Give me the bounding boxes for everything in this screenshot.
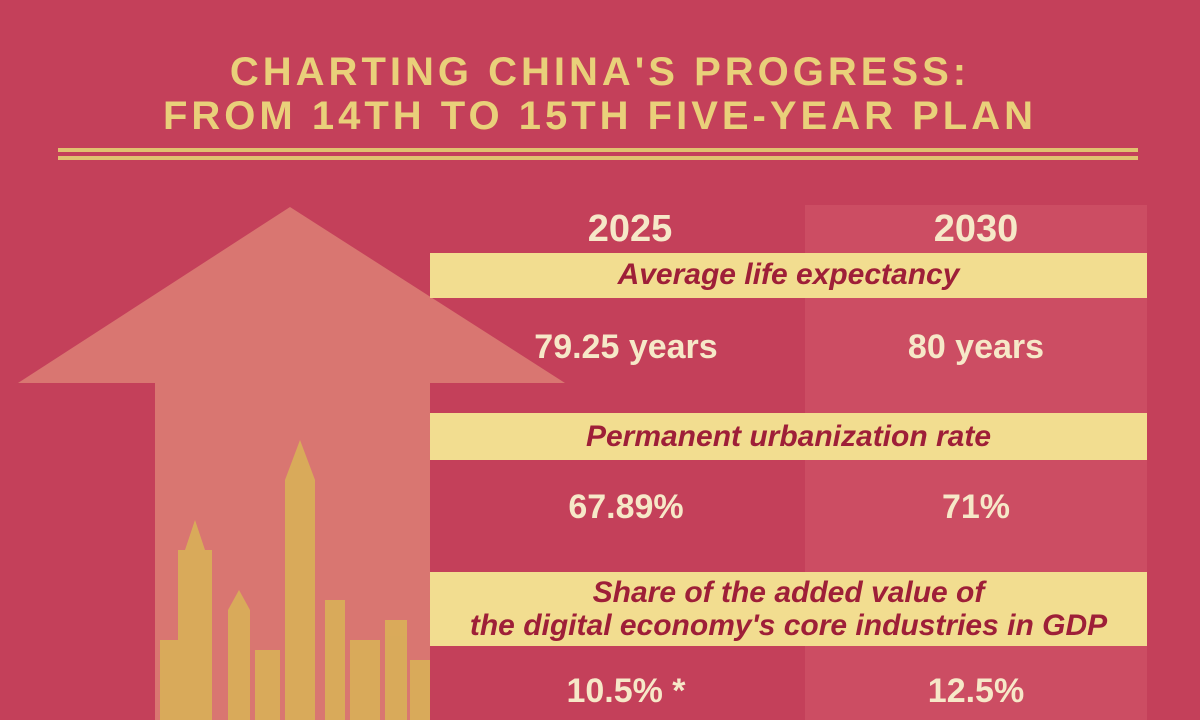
label-band: [430, 413, 1147, 460]
row-label: Share of the added value of: [592, 576, 985, 609]
title-line: FROM 14TH TO 15TH FIVE-YEAR PLAN: [162, 94, 1037, 138]
row-label: Permanent urbanization rate: [585, 420, 992, 453]
title-line: CHARTING CHINA'S PROGRESS:: [229, 50, 971, 94]
value-2025: 79.25 years: [534, 328, 718, 366]
value-2025: 10.5% *: [566, 672, 686, 710]
value-2030: 71%: [941, 488, 1011, 526]
value-2030: 12.5%: [927, 672, 1025, 710]
value-2030: 80 years: [907, 328, 1045, 366]
column-header: 2025: [587, 208, 673, 250]
city-skyline: [160, 440, 430, 720]
gold-rule: [58, 148, 1138, 152]
column-header: 2030: [933, 208, 1019, 250]
gold-rule: [58, 156, 1138, 160]
value-2025: 67.89%: [568, 488, 684, 526]
label-band: [430, 253, 1147, 298]
label-band: [430, 572, 1147, 646]
row-label: the digital economy's core industries in…: [469, 609, 1108, 642]
row-label: Average life expectancy: [617, 258, 960, 291]
